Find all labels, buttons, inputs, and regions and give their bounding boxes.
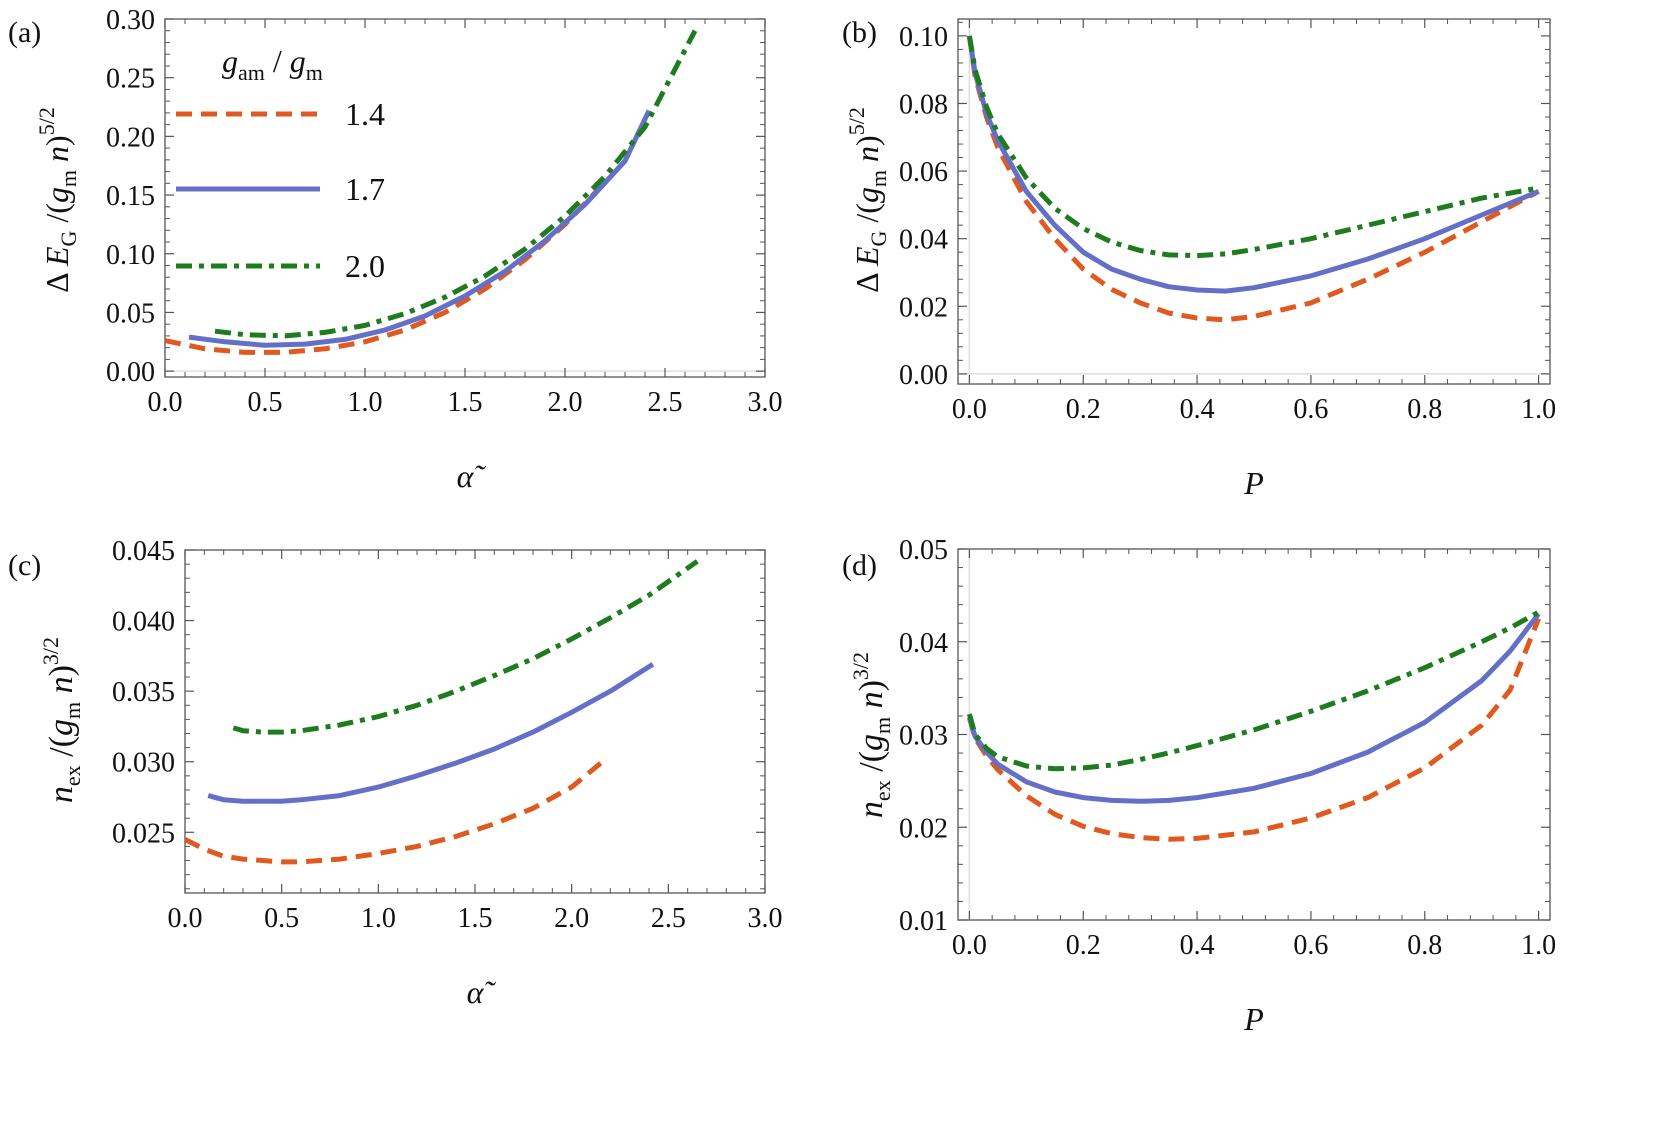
panel-a-ytick-label: 0.30 <box>106 5 155 36</box>
legend-label-1-4: 1.4 <box>345 96 385 132</box>
panel-c-ytick-label: 0.025 <box>112 818 175 849</box>
panel-a-xtick-label: 1.5 <box>448 387 483 418</box>
panel-c-label: (c) <box>8 549 41 582</box>
panel-b-ylabel-text: Δ EG /(gm n)5/2 <box>844 107 891 293</box>
panel-d-ytick-label: 0.04 <box>899 628 948 659</box>
panel-b-xtick-label: 0.6 <box>1293 394 1328 425</box>
panel-c-ytick-label: 0.045 <box>112 536 175 567</box>
panel-a-ytick-label: 0.25 <box>106 64 155 95</box>
panel-d-ytick-label: 0.02 <box>899 813 948 844</box>
panel-c-xtick-label: 3.0 <box>748 903 783 934</box>
panel-b-xtick-label: 0.8 <box>1407 394 1442 425</box>
panel-c-series-1-4 <box>183 761 603 865</box>
panel-d-xtick-label: 0.2 <box>1066 930 1101 961</box>
panel-a-xtick-label: 3.0 <box>748 387 783 418</box>
panel-d-ylabel-text: nex /(gm n)3/2 <box>848 652 895 818</box>
legend-label-2-0: 2.0 <box>345 248 385 284</box>
panel-d-label: (d) <box>842 549 877 582</box>
panel-d-xtick-label: 1.0 <box>1521 930 1556 961</box>
panel-d-ytick-label: 0.01 <box>899 906 948 937</box>
panel-b-ytick-label: 0.06 <box>899 157 948 188</box>
panel-c-xtick-label: 2.5 <box>651 903 686 934</box>
panel-a-ytick-label: 0.10 <box>106 240 155 271</box>
legend-title: gam / gm <box>222 43 323 85</box>
panel-c-ytick-label: 0.030 <box>112 748 175 779</box>
panel-a-ytick-label: 0.20 <box>106 122 155 153</box>
panel-a-ytick-label: 0.00 <box>106 357 155 388</box>
panel-a-ylabel: Δ EG /(gm n)5/2 <box>34 107 81 293</box>
panel-a-ylabel-text: Δ EG /(gm n)5/2 <box>34 107 81 293</box>
panel-c-series-1-7 <box>207 662 655 804</box>
panel-d-xtick-label: 0.8 <box>1407 930 1442 961</box>
panel-b-ytick-label: 0.04 <box>899 225 948 256</box>
panel-c-xtick-label: 0.5 <box>264 903 299 934</box>
panel-a-xtick-label: 0.0 <box>148 387 183 418</box>
panel-d-series-1-7 <box>967 612 1541 804</box>
panel-c: (c) nex /(gm n)3/2 0.0 0.5 1.0 1.5 2.0 2.5 3.0… <box>8 536 783 1010</box>
legend-label-1-7: 1.7 <box>345 171 385 207</box>
panel-c-xtick-label: 0.0 <box>168 903 203 934</box>
panel-b-xtick-label: 1.0 <box>1521 394 1556 425</box>
panel-d-xtick-label: 0.4 <box>1180 930 1215 961</box>
panel-c-ytick-label: 0.040 <box>112 607 175 638</box>
panel-d-ytick-label: 0.03 <box>899 721 948 752</box>
panel-a-ytick-label: 0.05 <box>106 298 155 329</box>
panel-c-ytick-label: 0.035 <box>112 677 175 708</box>
legend: gam / gm 1.4 1.7 2.0 <box>176 43 385 284</box>
panel-d-xlabel: P <box>1243 1001 1264 1037</box>
panel-a-xtick-label: 0.5 <box>248 387 283 418</box>
panel-d-series-2-0 <box>966 609 1540 772</box>
panel-a-series-1-7 <box>188 109 652 348</box>
panel-d-xtick-label: 0.0 <box>952 930 987 961</box>
panel-d-series-1-4 <box>966 617 1541 842</box>
panel-a: (a) Δ EG /(gm n)5/2 0.0 0.5 1.0 1.5 2.0 2.5 3.… <box>8 5 783 494</box>
panel-b-xtick-label: 0.0 <box>952 394 987 425</box>
panel-b-ytick-label: 0.00 <box>899 360 948 391</box>
panel-c-xtick-label: 1.0 <box>361 903 396 934</box>
panel-b-xlabel: P <box>1243 465 1264 501</box>
panel-a-ytick-label: 0.15 <box>106 181 155 212</box>
panel-d-ytick-label: 0.05 <box>899 535 948 566</box>
panel-a-label: (a) <box>8 16 41 49</box>
panel-c-xtick-label: 1.5 <box>458 903 493 934</box>
panel-b-frame <box>957 18 1551 385</box>
panel-b-xtick-label: 0.2 <box>1066 394 1101 425</box>
panel-b-ytick-label: 0.02 <box>899 292 948 323</box>
panel-d: (d) nex /(gm n)3/2 0.0 0.2 0.4 0.6 0.8 1.0 0.0… <box>842 535 1556 1037</box>
panel-d-xtick-label: 0.6 <box>1293 930 1328 961</box>
panel-b-series-2-0 <box>966 35 1540 259</box>
panel-c-ylabel: nex /(gm n)3/2 <box>38 637 85 803</box>
panel-b-ytick-label: 0.08 <box>899 89 948 120</box>
panel-a-series-2-0 <box>214 29 698 339</box>
panel-c-ylabel-text: nex /(gm n)3/2 <box>38 637 85 803</box>
panel-b-ylabel: Δ EG /(gm n)5/2 <box>844 107 891 293</box>
panel-b-xtick-label: 0.4 <box>1180 394 1215 425</box>
panel-c-xtick-label: 2.0 <box>554 903 589 934</box>
panel-d-ylabel: nex /(gm n)3/2 <box>848 652 895 818</box>
panel-a-xtick-label: 1.0 <box>348 387 383 418</box>
panel-b-ytick-label: 0.10 <box>899 22 948 53</box>
panel-a-xtick-label: 2.0 <box>548 387 583 418</box>
panel-a-xtick-label: 2.5 <box>648 387 683 418</box>
panel-b-label: (b) <box>842 16 877 49</box>
panel-c-series-2-0 <box>232 559 699 735</box>
panel-b: (b) Δ EG /(gm n)5/2 0.0 0.2 0.4 0.6 0.8 1.0 0.… <box>842 16 1556 501</box>
panel-b-series-1-7 <box>966 35 1540 294</box>
legend-title-text: gam / gm <box>222 43 323 85</box>
